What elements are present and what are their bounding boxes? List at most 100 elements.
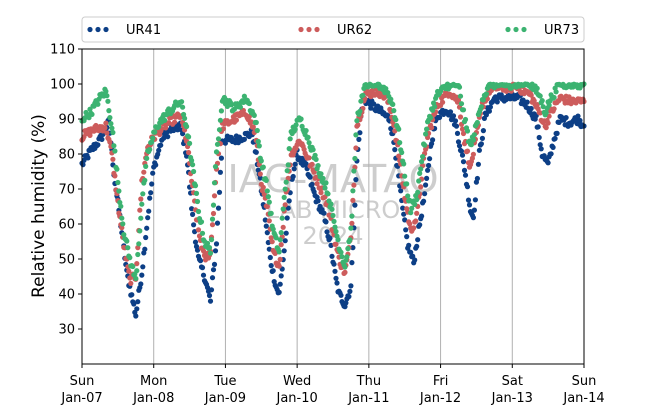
data-point xyxy=(195,227,202,233)
data-point xyxy=(268,210,274,216)
data-point xyxy=(306,155,312,161)
data-point xyxy=(350,188,356,194)
data-point xyxy=(328,242,334,248)
data-point xyxy=(263,177,269,183)
data-point xyxy=(281,248,287,254)
data-point xyxy=(456,84,463,90)
data-point xyxy=(537,142,543,148)
data-point xyxy=(333,275,339,281)
data-point xyxy=(216,189,223,195)
data-point xyxy=(543,125,549,131)
data-point xyxy=(368,105,374,111)
data-point xyxy=(335,237,341,243)
data-point xyxy=(110,156,116,162)
legend-marker xyxy=(95,26,101,33)
data-point xyxy=(246,100,252,107)
data-point xyxy=(128,280,134,286)
data-points xyxy=(79,81,587,319)
data-point xyxy=(546,113,552,119)
data-point xyxy=(253,119,259,126)
data-point xyxy=(292,161,298,167)
data-point xyxy=(129,292,135,298)
data-point xyxy=(207,298,214,304)
data-point xyxy=(323,219,329,225)
data-point xyxy=(539,98,545,104)
data-point xyxy=(342,269,348,275)
data-point xyxy=(310,147,316,153)
data-point xyxy=(528,92,534,98)
data-point xyxy=(148,190,154,196)
data-point xyxy=(546,102,552,108)
data-point xyxy=(253,149,259,155)
y-tick-label: 40 xyxy=(58,288,75,303)
data-point xyxy=(266,218,272,224)
data-point xyxy=(112,148,118,154)
data-point xyxy=(391,108,397,114)
data-point xyxy=(213,241,220,247)
data-point xyxy=(531,98,537,104)
data-point xyxy=(351,182,357,188)
data-point xyxy=(166,120,172,126)
legend-marker xyxy=(87,26,93,33)
data-point xyxy=(143,163,149,169)
data-point xyxy=(114,166,120,172)
x-tick-label-date: Jan-13 xyxy=(491,391,533,406)
data-point xyxy=(278,230,284,236)
data-point xyxy=(548,151,554,157)
data-point xyxy=(315,163,321,169)
data-point xyxy=(187,140,193,146)
data-point xyxy=(554,130,560,136)
data-point xyxy=(411,225,417,231)
data-point xyxy=(459,152,466,158)
data-point xyxy=(95,101,101,107)
data-point xyxy=(457,114,464,120)
data-point xyxy=(440,99,446,105)
x-tick-label-day: Tue xyxy=(213,374,236,389)
legend-item-UR62: UR62 xyxy=(298,23,372,38)
data-point xyxy=(149,139,155,145)
data-point xyxy=(152,129,158,135)
data-point xyxy=(424,175,430,181)
data-point xyxy=(108,121,114,127)
x-tick-label-day: Sun xyxy=(70,374,95,389)
data-point xyxy=(104,130,110,136)
data-point xyxy=(119,215,125,221)
data-point xyxy=(180,104,186,110)
data-point xyxy=(208,287,215,293)
data-point xyxy=(142,177,148,183)
data-point xyxy=(537,110,543,116)
data-point xyxy=(134,261,140,267)
data-point xyxy=(276,289,282,295)
data-point xyxy=(487,104,493,110)
data-point xyxy=(277,281,283,287)
data-point xyxy=(181,111,187,118)
data-point xyxy=(217,117,223,123)
series-UR73 xyxy=(79,81,587,282)
data-point xyxy=(474,175,480,182)
data-point xyxy=(140,191,146,197)
y-axis-label: Relative humidity (%) xyxy=(29,114,49,298)
data-point xyxy=(115,179,121,186)
data-point xyxy=(325,191,331,197)
x-tick-label-day: Thu xyxy=(356,374,381,389)
data-point xyxy=(103,88,109,94)
data-point xyxy=(353,145,359,151)
data-point xyxy=(409,205,415,211)
data-point xyxy=(257,175,263,181)
data-point xyxy=(343,300,349,306)
data-point xyxy=(107,139,113,145)
data-point xyxy=(468,142,474,148)
data-point xyxy=(291,166,297,172)
data-point xyxy=(191,168,197,175)
data-point xyxy=(478,104,484,110)
data-point xyxy=(425,167,431,173)
data-point xyxy=(458,101,465,107)
data-point xyxy=(428,115,434,121)
data-point xyxy=(186,149,192,156)
data-point xyxy=(351,168,357,174)
data-point xyxy=(413,218,419,224)
data-point xyxy=(306,140,312,146)
data-point xyxy=(110,129,116,136)
data-point xyxy=(331,261,337,267)
data-point xyxy=(95,142,101,148)
